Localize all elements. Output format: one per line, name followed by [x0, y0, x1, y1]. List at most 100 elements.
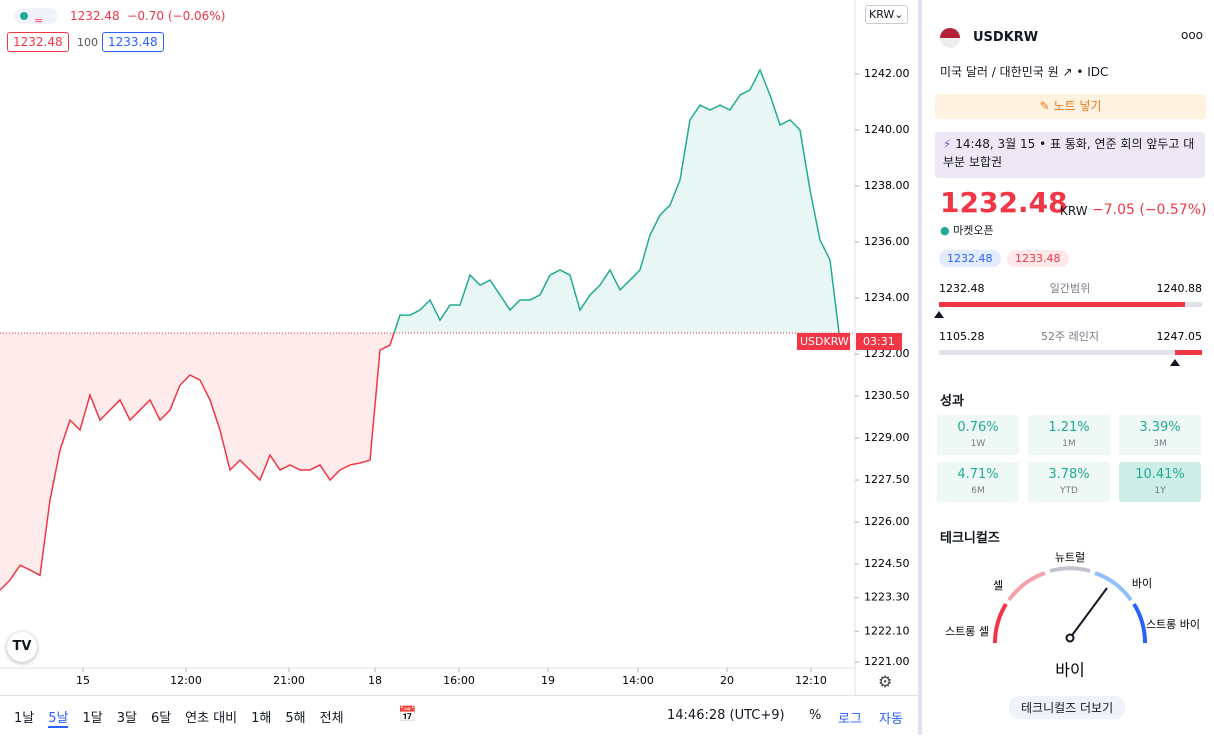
x-tick-label: 21:00 — [273, 674, 305, 687]
buy-button[interactable]: 1233.48 — [102, 32, 164, 52]
note-button[interactable]: ✎ 노트 넣기 — [935, 94, 1206, 119]
label-sell: 셀 — [993, 579, 1003, 592]
chip[interactable]: ≈ — [14, 8, 58, 27]
arc-strong-sell — [993, 602, 1008, 644]
y-tick-label: 1221.00 — [864, 655, 910, 668]
y-tick-label: 1234.00 — [864, 291, 910, 304]
log-toggle[interactable]: 로그 — [838, 712, 862, 727]
range-button[interactable]: 전체 — [319, 711, 344, 726]
range-fill — [939, 302, 1185, 307]
description: 미국 달러 / 대한민국 원 ↗ • IDC — [940, 65, 1109, 79]
y-tick-label: 1224.50 — [864, 557, 910, 570]
perf-cell: 3.78% YTD — [1028, 462, 1110, 502]
range-fill — [1174, 350, 1202, 355]
perf-cell: 0.76% 1W — [937, 415, 1019, 455]
y-tick-label: 1232.00 — [864, 347, 910, 360]
y-tick-label: 1227.50 — [864, 473, 910, 486]
toolbar: 1날 5날 1달 3달 6달 연초 대비 1해 5해 전체 📅 14:46:28 (UTC+9)… — [0, 695, 918, 736]
last-timer: 03:31 — [856, 333, 902, 350]
range-button[interactable]: 6달 — [150, 711, 172, 726]
y-tick-label: 1223.30 — [864, 591, 910, 604]
arc-buy — [1094, 571, 1133, 602]
news[interactable]: ⚡ 14:48, 3월 15 • 표 통화, 연준 회의 앞두고 대부분 보합권 — [935, 132, 1205, 178]
perf-period: 1Y — [1154, 486, 1166, 496]
note-text: 노트 넣기 — [1053, 99, 1102, 113]
x-tick-label: 12:00 — [170, 674, 202, 687]
arc-sell — [1007, 571, 1046, 602]
more-button[interactable]: 테크니컬즈 더보기 — [1009, 696, 1126, 719]
arc-strong-buy — [1132, 602, 1147, 644]
perf-cell: 10.41% 1Y — [1119, 462, 1201, 502]
result: 바이 — [1055, 661, 1084, 680]
perf-period: YTD — [1060, 486, 1078, 496]
y-tick-label: 1226.00 — [864, 515, 910, 528]
description-text: 미국 달러 / 대한민국 원 — [940, 65, 1059, 79]
y-tick-label: 1222.10 — [864, 624, 910, 637]
side-panel: USDKRW ooo 미국 달러 / 대한민국 원 ↗ • IDC ✎ 노트 넣… — [922, 0, 1214, 735]
perf-cell: 1.21% 1M — [1028, 415, 1110, 455]
range-label: 일간범위 — [1050, 281, 1090, 295]
y-tick-label: 1236.00 — [864, 235, 910, 248]
settings[interactable]: ⚙ — [878, 672, 893, 691]
area-up — [394, 70, 840, 334]
ask: 1233.48 — [1007, 250, 1069, 267]
perf-period: 3M — [1153, 439, 1167, 449]
range-list: 1날 5날 1달 3달 6달 연초 대비 1해 5해 전체 — [14, 707, 358, 728]
x-tick-label: 18 — [368, 674, 382, 687]
technicals-title: 테크니컬즈 — [940, 531, 1000, 546]
news-text: 표 통화, 연준 회의 앞두고 대부분 보합권 — [943, 137, 1195, 169]
range-button[interactable]: 1해 — [251, 711, 272, 726]
range-low: 1232.48 — [939, 282, 985, 295]
perf-cell: 4.71% 6M — [937, 462, 1019, 502]
symbol: USDKRW — [973, 30, 1039, 45]
area-down — [0, 333, 840, 591]
range-button[interactable]: 3달 — [116, 711, 137, 726]
clock: 14:46:28 (UTC+9) — [667, 708, 785, 723]
market-status: ● 마켓오픈 — [940, 224, 994, 237]
label-strong-buy: 스트롱 바이 — [1146, 618, 1200, 631]
logo[interactable]: TV — [7, 632, 37, 662]
perf-value: 3.78% — [1048, 467, 1090, 482]
bid: 1232.48 — [939, 250, 1001, 267]
range-high: 1247.05 — [1157, 330, 1203, 343]
y-tick-label: 1229.00 — [864, 431, 910, 444]
range-button[interactable]: 5날 — [48, 711, 69, 728]
menu[interactable]: ooo — [1181, 28, 1204, 42]
line-down — [0, 333, 841, 591]
range-marker — [934, 311, 944, 318]
price: 1232.48 — [940, 186, 1068, 219]
range-low: 1105.28 — [939, 330, 985, 343]
range-label: 52주 레인지 — [1041, 330, 1099, 343]
status-text: 마켓오픈 — [953, 224, 994, 237]
range-button[interactable]: 1달 — [82, 711, 103, 726]
performance-title: 성과 — [940, 394, 964, 409]
perf-value: 4.71% — [957, 467, 999, 482]
label-neutral: 뉴트럴 — [1055, 551, 1085, 564]
exchange: IDC — [1087, 65, 1109, 79]
y-tick-label: 1230.50 — [864, 389, 910, 402]
news-time: 14:48, 3월 15 — [955, 137, 1036, 151]
y-tick-label: 1242.00 — [864, 67, 910, 80]
currency-select[interactable]: KRW⌄ — [865, 5, 908, 24]
range-button[interactable]: 1날 — [14, 711, 35, 726]
label-buy: 바이 — [1132, 577, 1152, 590]
perf-cell: 3.39% 3M — [1119, 415, 1201, 455]
chart: 1242.00 1240.00 1238.00 1236.00 1234.00 1232.… — [0, 0, 910, 695]
divider — [918, 0, 922, 735]
date-range-icon[interactable]: 📅 — [398, 705, 417, 723]
label-strong-sell: 스트롱 셀 — [945, 625, 989, 638]
perf-period: 6M — [971, 486, 985, 496]
last-symbol: USDKRW — [797, 333, 850, 350]
x-tick-label: 15 — [76, 674, 90, 687]
range-marker — [1169, 359, 1180, 366]
price-change: −7.05 (−0.57%) — [1092, 202, 1207, 218]
needle — [1069, 587, 1108, 639]
percent-toggle[interactable]: % — [809, 708, 822, 723]
range-button[interactable]: 연초 대비 — [185, 711, 238, 726]
range-button[interactable]: 5해 — [285, 711, 306, 726]
sell-button[interactable]: 1232.48 — [7, 32, 69, 52]
x-tick-label: 14:00 — [622, 674, 654, 687]
flag — [940, 28, 960, 48]
quote-price: 1232.48 — [70, 9, 120, 23]
auto-toggle[interactable]: 자동 — [879, 712, 903, 727]
